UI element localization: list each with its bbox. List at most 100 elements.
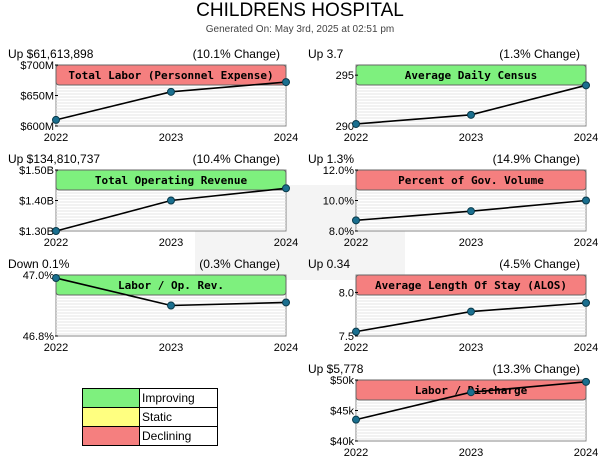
- average-length-of-stay-change-percent: (4.5% Change): [499, 257, 580, 271]
- total-labor-data-point: [282, 78, 290, 87]
- average-length-of-stay-data-point: [467, 307, 475, 316]
- chart-total-labor: Up $61,613,898 (10.1% Change) Total Labor …: [0, 47, 298, 150]
- labor-op-rev-status-banner: [55, 274, 287, 296]
- labor-per-discharge-data-point: [582, 377, 590, 386]
- labor-per-discharge-xtick-label: 2024: [574, 447, 598, 459]
- labor-op-rev-data-point: [52, 274, 60, 283]
- total-operating-revenue-ytick-label: $1.50B: [19, 165, 54, 177]
- chart-total-operating-revenue: Up $134,810,737 (10.4% Change) Total Opera…: [0, 152, 298, 255]
- chart-average-daily-census: Up 3.7 (1.3% Change) Average Daily Census 2…: [300, 47, 598, 150]
- percent-gov-volume-status-banner: [355, 169, 587, 191]
- labor-per-discharge-xtick-label: 2022: [344, 447, 368, 459]
- labor-op-rev-change-amount: Down 0.1%: [8, 257, 70, 271]
- legend-label-improving: Improving: [142, 391, 195, 405]
- total-operating-revenue-xtick-label: 2024: [274, 237, 298, 249]
- legend-label-declining: Declining: [142, 429, 192, 443]
- total-labor-xtick-label: 2022: [44, 132, 68, 144]
- legend-row-static: Static: [83, 408, 217, 427]
- legend-swatch-static: [83, 408, 140, 426]
- total-labor-change-percent: (10.1% Change): [192, 47, 280, 61]
- labor-op-rev-ytick-label: 47.0%: [23, 270, 54, 282]
- labor-op-rev-change-percent: (0.3% Change): [199, 257, 280, 271]
- percent-gov-volume-change-amount: Up 1.3%: [308, 152, 355, 166]
- total-operating-revenue-ytick-label: $1.30B: [19, 226, 54, 238]
- total-operating-revenue-change-percent: (10.4% Change): [192, 152, 280, 166]
- legend-label-static: Static: [142, 410, 173, 424]
- total-labor-ytick-label: $600M: [20, 121, 54, 133]
- average-length-of-stay-xtick-label: 2022: [344, 342, 368, 354]
- labor-per-discharge-data-point: [467, 388, 475, 397]
- average-length-of-stay-data-point: [582, 298, 590, 307]
- percent-gov-volume-data-point: [582, 196, 590, 205]
- average-daily-census-xtick-label: 2023: [459, 132, 483, 144]
- labor-per-discharge-ytick-label: $40k: [330, 436, 354, 448]
- total-operating-revenue-status-banner: [55, 169, 287, 191]
- average-length-of-stay-change-amount: Up 0.34: [308, 257, 351, 271]
- legend-swatch-improving: [83, 389, 140, 407]
- labor-op-rev-xtick-label: 2024: [274, 342, 298, 354]
- average-daily-census-ytick-label: 295: [336, 70, 354, 82]
- labor-op-rev-data-point: [167, 301, 175, 310]
- labor-op-rev-data-point: [282, 298, 290, 307]
- total-operating-revenue-change-amount: Up $134,810,737: [8, 152, 101, 166]
- total-labor-plot: Total Labor (Personnel Expense) $600M $650…: [20, 60, 298, 144]
- labor-per-discharge-xtick-label: 2023: [459, 447, 483, 459]
- average-daily-census-data-point: [467, 110, 475, 119]
- average-length-of-stay-title: Average Length Of Stay (ALOS): [375, 279, 567, 292]
- percent-gov-volume-data-point: [352, 216, 360, 225]
- page-title: CHILDRENS HOSPITAL: [196, 0, 404, 21]
- labor-per-discharge-data-point: [352, 415, 360, 424]
- legend-swatch-declining: [83, 427, 140, 445]
- average-length-of-stay-plot: Average Length Of Stay (ALOS) 7.5 8.0 2022 2…: [339, 274, 598, 354]
- average-daily-census-change-percent: (1.3% Change): [499, 47, 580, 61]
- labor-per-discharge-ytick-label: $45k: [330, 406, 354, 418]
- legend-row-improving: Improving: [83, 389, 217, 408]
- labor-op-rev-title: Labor / Op. Rev.: [118, 279, 224, 292]
- total-labor-change-amount: Up $61,613,898: [8, 47, 94, 61]
- total-labor-xtick-label: 2023: [159, 132, 183, 144]
- percent-gov-volume-xtick-label: 2024: [574, 237, 598, 249]
- average-daily-census-xtick-label: 2024: [574, 132, 598, 144]
- percent-gov-volume-change-percent: (14.9% Change): [492, 152, 580, 166]
- average-daily-census-ytick-label: 290: [336, 121, 354, 133]
- chart-labor-per-discharge: Up $5,778 (13.3% Change) Labor / Discharge…: [300, 362, 598, 465]
- chart-labor-op-rev: Down 0.1% (0.3% Change) Labor / Op. Rev. 46…: [0, 257, 298, 360]
- chart-percent-gov-volume: Up 1.3% (14.9% Change) Percent of Gov. Vol…: [300, 152, 598, 255]
- percent-gov-volume-ytick-label: 12.0%: [323, 165, 354, 177]
- average-daily-census-change-amount: Up 3.7: [308, 47, 344, 61]
- labor-op-rev-ytick-label: 46.8%: [23, 331, 54, 343]
- labor-per-discharge-ytick-label: $50k: [330, 375, 354, 387]
- average-daily-census-data-point: [352, 119, 360, 128]
- generated-timestamp: Generated On: May 3rd, 2025 at 02:51 pm: [205, 24, 395, 35]
- total-operating-revenue-data-point: [167, 196, 175, 205]
- labor-op-rev-xtick-label: 2023: [159, 342, 183, 354]
- percent-gov-volume-ytick-label: 8.0%: [329, 226, 354, 238]
- labor-op-rev-plot: Labor / Op. Rev. 46.8% 47.0% 2022 2023 2024: [23, 270, 298, 354]
- labor-per-discharge-change-amount: Up $5,778: [308, 362, 364, 376]
- total-operating-revenue-plot: Total Operating Revenue $1.30B $1.40B $1.50…: [19, 165, 298, 249]
- percent-gov-volume-xtick-label: 2023: [459, 237, 483, 249]
- chart-average-length-of-stay: Up 0.34 (4.5% Change) Average Length Of St…: [300, 257, 598, 360]
- average-length-of-stay-ytick-label: 8.0: [339, 287, 354, 299]
- labor-op-rev-xtick-label: 2022: [44, 342, 68, 354]
- percent-gov-volume-data-point: [467, 207, 475, 216]
- average-daily-census-title: Average Daily Census: [405, 69, 537, 82]
- percent-gov-volume-plot: Percent of Gov. Volume 8.0% 10.0% 12.0% 2022…: [323, 165, 598, 249]
- total-labor-status-banner: [55, 64, 287, 86]
- labor-per-discharge-change-percent: (13.3% Change): [492, 362, 580, 376]
- total-labor-title: Total Labor (Personnel Expense): [68, 69, 273, 82]
- total-labor-ytick-label: $700M: [20, 60, 54, 72]
- average-length-of-stay-ytick-label: 7.5: [339, 331, 354, 343]
- status-legend: Improving Static Declining: [82, 388, 218, 446]
- total-labor-data-point: [52, 115, 60, 124]
- total-labor-data-point: [167, 87, 175, 96]
- average-length-of-stay-status-banner: [355, 274, 587, 296]
- average-length-of-stay-xtick-label: 2024: [574, 342, 598, 354]
- percent-gov-volume-xtick-label: 2022: [344, 237, 368, 249]
- average-length-of-stay-data-point: [352, 327, 360, 336]
- legend-row-declining: Declining: [83, 427, 217, 445]
- average-length-of-stay-xtick-label: 2023: [459, 342, 483, 354]
- average-daily-census-plot: Average Daily Census 290 295 2022 2023 2024: [336, 64, 598, 144]
- average-daily-census-data-point: [582, 81, 590, 90]
